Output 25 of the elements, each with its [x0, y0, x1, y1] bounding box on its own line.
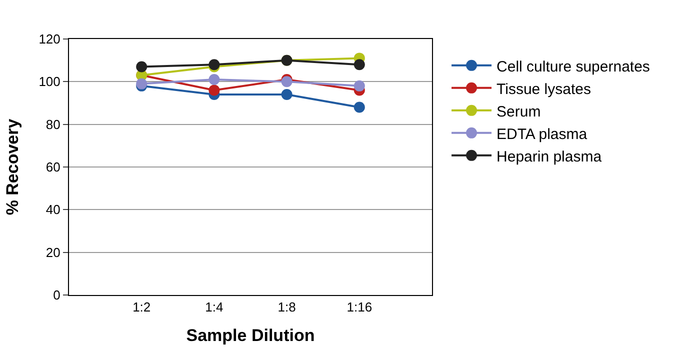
point — [354, 102, 365, 113]
point — [208, 74, 220, 86]
point — [354, 59, 365, 70]
x-tick-label: 1:2 — [132, 300, 151, 315]
y-tick-label: 60 — [46, 160, 60, 175]
x-tick-label: 1:4 — [205, 300, 224, 315]
y-axis-title: % Recovery — [3, 118, 22, 216]
legend-label: Heparin plasma — [496, 148, 602, 166]
y-tick-label: 100 — [38, 74, 60, 90]
y-tick-label: 20 — [46, 244, 60, 260]
legend-label: Tissue lysates — [496, 80, 592, 98]
legend-label: Serum — [496, 103, 541, 120]
y-tick-label: 0 — [53, 288, 60, 303]
point — [354, 80, 365, 92]
y-tick-label: 120 — [38, 32, 60, 47]
point — [281, 88, 292, 100]
legend-label: Cell culture supernates — [496, 58, 650, 76]
y-tick-label: 80 — [46, 116, 60, 132]
point — [208, 84, 220, 96]
y-tick-label: 40 — [46, 202, 60, 218]
legend-label: EDTA plasma — [496, 126, 588, 143]
x-tick-label: 1:8 — [278, 300, 296, 315]
x-tick-label: 1:16 — [346, 300, 372, 315]
x-axis-title: Sample Dilution — [186, 326, 315, 345]
point — [136, 61, 148, 72]
